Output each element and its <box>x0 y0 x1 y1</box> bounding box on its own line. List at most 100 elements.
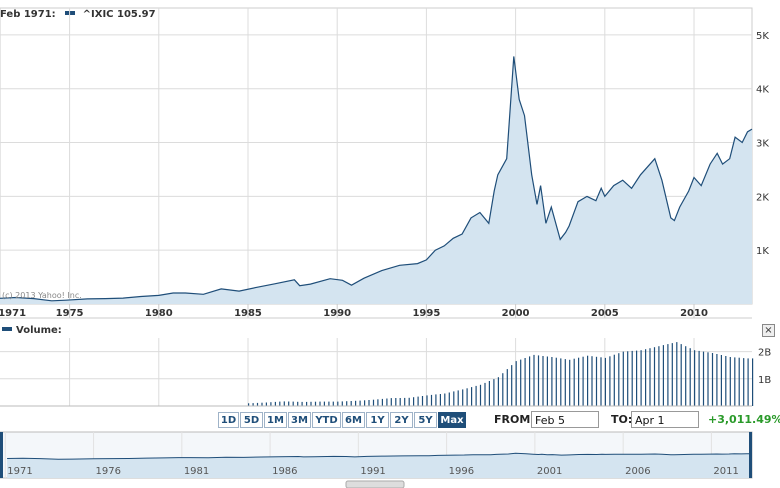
volume-bar <box>636 350 638 406</box>
volume-bar <box>555 357 557 406</box>
volume-bar <box>488 381 490 406</box>
navigator-year-label: 2001 <box>537 466 562 477</box>
chart-header: Feb 1971: ^IXIC 105.97 <box>0 9 156 20</box>
volume-header: Volume: <box>0 325 62 336</box>
volume-bar <box>578 357 580 406</box>
volume-bar <box>569 359 571 406</box>
volume-bar <box>537 355 540 406</box>
volume-bar <box>435 394 437 406</box>
volume-bar <box>368 400 370 406</box>
volume-bar <box>502 373 504 406</box>
volume-bar <box>716 354 718 406</box>
from-date-input[interactable]: Feb 5 1971 <box>531 411 599 444</box>
volume-bar <box>372 399 375 406</box>
volume-swatch-icon <box>2 327 12 331</box>
navigator-right-handle <box>749 432 752 478</box>
volume-bar <box>471 387 473 406</box>
to-date-input[interactable]: Apr 1 2013 <box>631 411 699 444</box>
volume-y-tick-label: 1B <box>758 375 771 386</box>
volume-bar <box>662 345 664 406</box>
volume-bar <box>484 382 486 406</box>
volume-bar <box>430 394 433 406</box>
volume-bar <box>475 385 477 406</box>
volume-bar <box>381 398 383 406</box>
price-x-tick-label: 1985 <box>234 308 262 319</box>
volume-bar <box>323 401 325 406</box>
volume-bar <box>426 395 428 406</box>
volume-bar <box>439 394 441 406</box>
volume-bar <box>631 350 633 406</box>
price-chart[interactable]: 1K 2K 3K 4K 5K 1971 1975 1980 1985 1990 1995 2000 2… <box>0 0 780 330</box>
volume-bar <box>546 356 548 406</box>
volume-bar <box>417 396 419 406</box>
volume-bar <box>640 350 642 406</box>
range-button-1m[interactable]: 1M <box>264 412 287 428</box>
volume-bar <box>680 344 682 406</box>
range-button-1y[interactable]: 1Y <box>366 412 389 428</box>
volume-bar <box>337 401 339 406</box>
volume-bar <box>667 344 669 406</box>
navigator-year-label: 1986 <box>272 466 297 477</box>
volume-bar <box>582 356 584 406</box>
range-button-1d[interactable]: 1D <box>218 412 239 428</box>
volume-bar <box>649 348 651 406</box>
volume-bar <box>301 401 303 406</box>
volume-bar <box>542 356 544 406</box>
volume-bar <box>533 354 535 406</box>
volume-bar <box>386 398 388 406</box>
volume-bar <box>613 354 615 406</box>
volume-bar <box>332 401 334 406</box>
price-x-tick-label: 2010 <box>680 308 708 319</box>
volume-bar <box>288 401 290 406</box>
volume-bar <box>587 355 589 406</box>
volume-bar <box>743 358 745 406</box>
price-y-tick-label: 5K <box>756 31 769 42</box>
volume-bar <box>738 357 740 406</box>
volume-bar <box>399 398 401 406</box>
volume-bar <box>600 357 602 406</box>
range-button-3m[interactable]: 3M <box>288 412 311 428</box>
navigator-year-label: 2006 <box>625 466 650 477</box>
volume-bar <box>645 349 647 406</box>
price-y-tick-label: 2K <box>756 192 769 203</box>
volume-bar <box>444 393 446 406</box>
price-x-tick-label: 1995 <box>412 308 440 319</box>
volume-bar <box>265 402 267 406</box>
volume-bar <box>689 348 691 406</box>
volume-bar <box>493 379 495 406</box>
volume-bar <box>359 400 361 406</box>
volume-bar <box>413 397 415 406</box>
volume-bar <box>466 388 468 406</box>
volume-bar <box>256 402 259 406</box>
volume-bar <box>448 392 450 406</box>
volume-bar <box>734 357 736 406</box>
close-volume-button[interactable]: × <box>762 324 775 337</box>
navigator-scrollbar <box>345 480 405 488</box>
volume-bar <box>707 352 709 406</box>
range-button-6m[interactable]: 6M <box>342 412 365 428</box>
volume-bar <box>627 351 629 406</box>
volume-bar <box>729 357 731 406</box>
range-button-5d[interactable]: 5D <box>240 412 263 428</box>
volume-bar <box>702 351 705 406</box>
range-button-max[interactable]: Max <box>438 412 466 428</box>
volume-bar <box>270 402 272 406</box>
volume-bar <box>457 390 459 406</box>
from-label: FROM: <box>494 413 535 426</box>
range-button-2y[interactable]: 2Y <box>390 412 413 428</box>
range-button-ytd[interactable]: YTD <box>312 412 341 428</box>
range-button-5y[interactable]: 5Y <box>414 412 437 428</box>
volume-bar <box>350 401 352 406</box>
volume-bar <box>515 361 517 406</box>
navigator-year-label: 1991 <box>360 466 385 477</box>
navigator[interactable]: 1971 1976 1981 1986 1991 1996 2001 2006 2011 <box>0 431 780 488</box>
volume-bar <box>314 401 317 406</box>
volume-bar <box>511 365 513 406</box>
volume-bar <box>524 358 526 406</box>
volume-bar <box>694 350 696 406</box>
volume-bar <box>711 353 714 406</box>
volume-bar <box>274 401 276 406</box>
series-swatch-icon <box>65 11 76 15</box>
volume-bar <box>752 358 754 406</box>
price-x-tick-label: 1980 <box>145 308 173 319</box>
